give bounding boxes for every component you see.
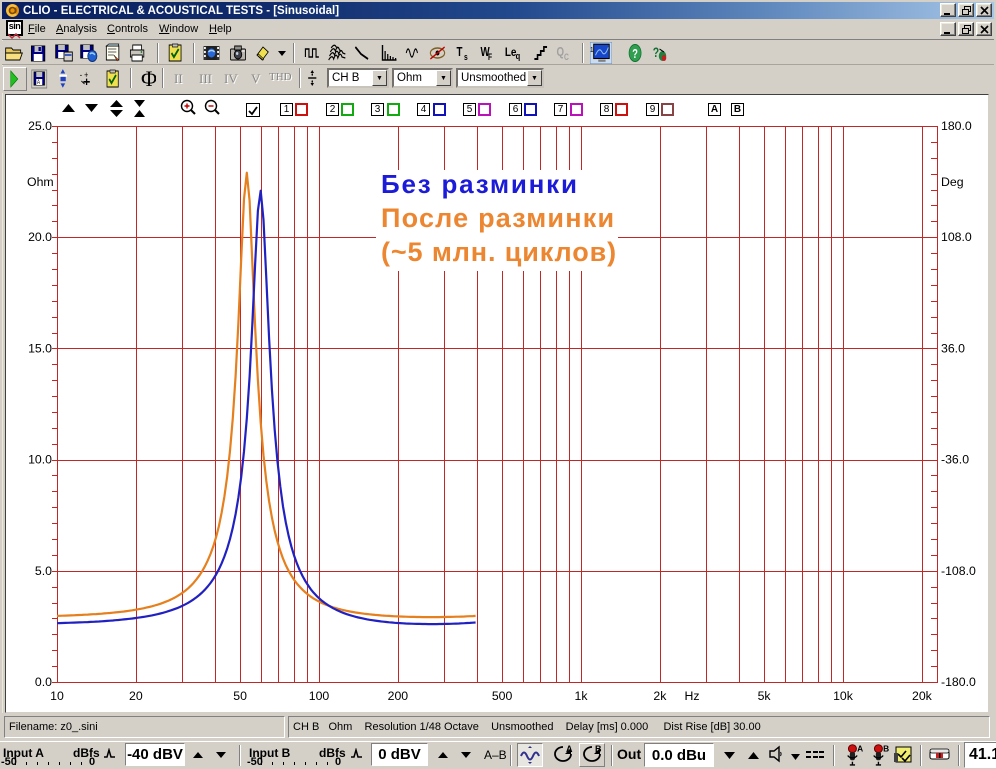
svg-text:Q: Q [557,46,565,60]
svg-text:F: F [488,52,492,62]
svg-text:T: T [457,46,463,60]
svg-text:C: C [564,52,569,62]
svg-text:?: ? [653,45,659,61]
svg-text:?: ? [632,48,638,62]
svg-text:W: W [481,46,490,60]
svg-text:A: A [37,79,40,86]
svg-text:Φ: Φ [141,68,156,90]
svg-text:Le: Le [505,46,517,59]
svg-text:s: s [464,52,468,62]
svg-text:B: B [883,744,889,753]
svg-text:1: 1 [590,45,594,54]
svg-text:A: A [857,744,863,753]
svg-text:- +: - + [80,70,89,80]
svg-text:A: A [566,744,573,754]
svg-text:B: B [595,744,602,754]
svg-text:q: q [516,51,521,61]
